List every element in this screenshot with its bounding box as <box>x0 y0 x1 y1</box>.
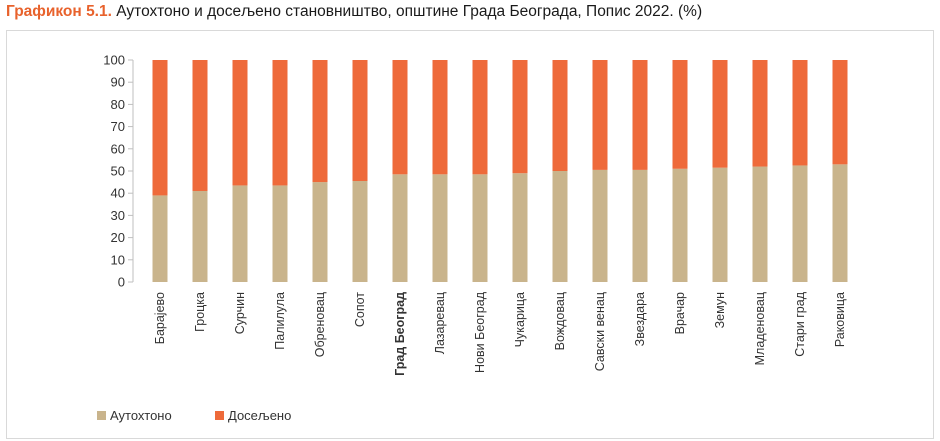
y-tick-label: 20 <box>111 230 125 245</box>
bar-autochthonous-7 <box>432 174 448 282</box>
bar-immigrated-8 <box>472 60 488 175</box>
y-tick-label: 70 <box>111 119 125 134</box>
x-category-label: Сурчин <box>233 292 247 334</box>
x-category-label: Раковица <box>833 292 847 347</box>
chart-title: Графикон 5.1. Аутохтоно и досељено стано… <box>6 3 702 21</box>
bar-autochthonous-2 <box>232 185 248 282</box>
legend-swatch-immigrated <box>215 411 224 420</box>
bar-autochthonous-15 <box>752 166 768 282</box>
y-tick-label: 10 <box>111 252 125 267</box>
bar-autochthonous-5 <box>352 180 368 282</box>
legend: Аутохтоно Досељено <box>97 408 291 423</box>
bar-autochthonous-14 <box>712 167 728 282</box>
x-category-label: Обреновац <box>313 292 327 357</box>
bar-immigrated-4 <box>312 60 328 183</box>
bar-autochthonous-3 <box>272 185 288 282</box>
y-tick-label: 30 <box>111 208 125 223</box>
bar-autochthonous-0 <box>152 195 168 282</box>
bar-immigrated-6 <box>392 60 408 175</box>
chart-title-label: Графикон 5.1. <box>6 3 112 20</box>
bar-autochthonous-13 <box>672 168 688 282</box>
y-tick-label: 40 <box>111 186 125 201</box>
x-category-label: Град Београд <box>393 292 407 376</box>
x-category-label: Лазаревац <box>433 292 447 354</box>
x-category-label: Сопот <box>353 292 367 327</box>
legend-swatch-autochthonous <box>97 411 106 420</box>
x-category-label: Стари град <box>793 291 807 356</box>
bar-autochthonous-12 <box>632 169 648 282</box>
bar-immigrated-17 <box>832 60 848 165</box>
x-category-label: Вождовац <box>553 292 567 350</box>
bar-immigrated-10 <box>552 60 568 171</box>
bars <box>152 60 848 282</box>
bar-autochthonous-16 <box>792 165 808 282</box>
x-category-label: Земун <box>713 292 727 328</box>
bar-immigrated-1 <box>192 60 208 191</box>
x-category-label: Нови Београд <box>473 291 487 373</box>
bar-autochthonous-8 <box>472 174 488 282</box>
chart-frame <box>6 30 934 439</box>
x-category-label: Барајево <box>153 292 167 344</box>
bar-immigrated-13 <box>672 60 688 169</box>
x-category-label: Врачар <box>673 292 687 334</box>
bar-immigrated-9 <box>512 60 528 174</box>
legend-label-immigrated: Досељено <box>228 408 291 423</box>
bar-immigrated-2 <box>232 60 248 186</box>
chart-title-text: Аутохтоно и досељено становништво, општи… <box>116 3 703 20</box>
bar-immigrated-14 <box>712 60 728 168</box>
bar-autochthonous-17 <box>832 164 848 282</box>
y-tick-label: 60 <box>111 141 125 156</box>
bar-autochthonous-6 <box>392 174 408 282</box>
bar-immigrated-5 <box>352 60 368 181</box>
y-tick-label: 90 <box>111 75 125 90</box>
x-category-label: Чукарица <box>513 292 527 347</box>
x-category-label: Младеновац <box>753 292 767 365</box>
bar-immigrated-11 <box>592 60 608 170</box>
y-tick-label: 0 <box>118 275 125 290</box>
bar-immigrated-16 <box>792 60 808 166</box>
x-axis-labels: Барајево Гроцка Сурчин Палилула Обреновац Соп… <box>153 291 847 376</box>
bar-immigrated-0 <box>152 60 168 196</box>
y-tick-label: 100 <box>103 53 125 68</box>
bar-autochthonous-9 <box>512 173 528 282</box>
bar-autochthonous-10 <box>552 171 568 282</box>
bar-immigrated-12 <box>632 60 648 170</box>
bar-immigrated-7 <box>432 60 448 175</box>
bar-autochthonous-4 <box>312 182 328 282</box>
x-category-label: Савски венац <box>593 292 607 371</box>
x-category-label: Палилула <box>273 292 287 350</box>
x-category-label: Гроцка <box>193 292 207 332</box>
y-tick-label: 50 <box>111 164 125 179</box>
bar-immigrated-3 <box>272 60 288 186</box>
bar-immigrated-15 <box>752 60 768 167</box>
y-tick-label: 80 <box>111 97 125 112</box>
bar-autochthonous-1 <box>192 190 208 282</box>
bar-autochthonous-11 <box>592 169 608 282</box>
y-axis: 0 10 20 30 40 50 60 70 80 90 100 <box>103 53 134 290</box>
x-category-label: Звездара <box>633 292 647 346</box>
legend-label-autochthonous: Аутохтоно <box>110 408 172 423</box>
